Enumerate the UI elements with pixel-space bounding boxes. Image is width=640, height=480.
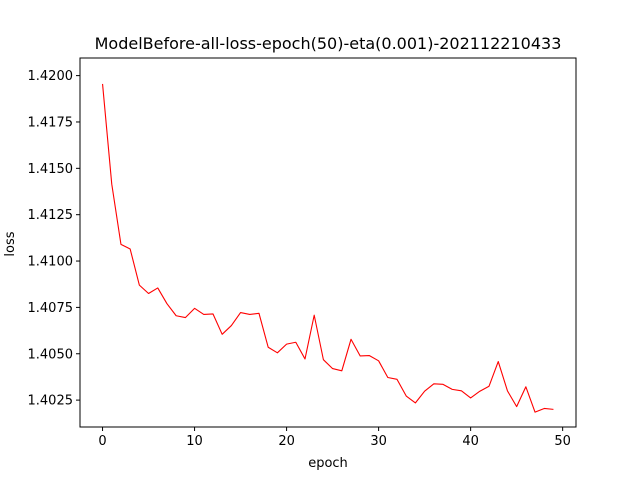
y-tick-label: 1.4175	[28, 115, 74, 130]
y-tick-label: 1.4125	[28, 208, 74, 223]
y-tick-label: 1.4100	[28, 255, 74, 270]
plot-frame	[79, 57, 577, 428]
y-tick-label: 1.4025	[28, 394, 74, 409]
x-tick-label: 30	[370, 434, 387, 449]
x-tick-label: 40	[462, 434, 479, 449]
x-tick-label: 0	[98, 434, 106, 449]
chart-title: ModelBefore-all-loss-epoch(50)-eta(0.001…	[95, 34, 562, 53]
x-axis-label: epoch	[308, 456, 348, 471]
y-tick-label: 1.4200	[28, 69, 74, 84]
y-tick-label: 1.4050	[28, 347, 74, 362]
y-tick-label: 1.4150	[28, 162, 74, 177]
x-tick-label: 20	[278, 434, 295, 449]
loss-series-line	[102, 83, 554, 413]
x-tick-label: 10	[186, 434, 203, 449]
x-tick-label: 50	[554, 434, 571, 449]
y-tick-label: 1.4075	[28, 301, 74, 316]
y-axis-label: loss	[3, 231, 18, 256]
